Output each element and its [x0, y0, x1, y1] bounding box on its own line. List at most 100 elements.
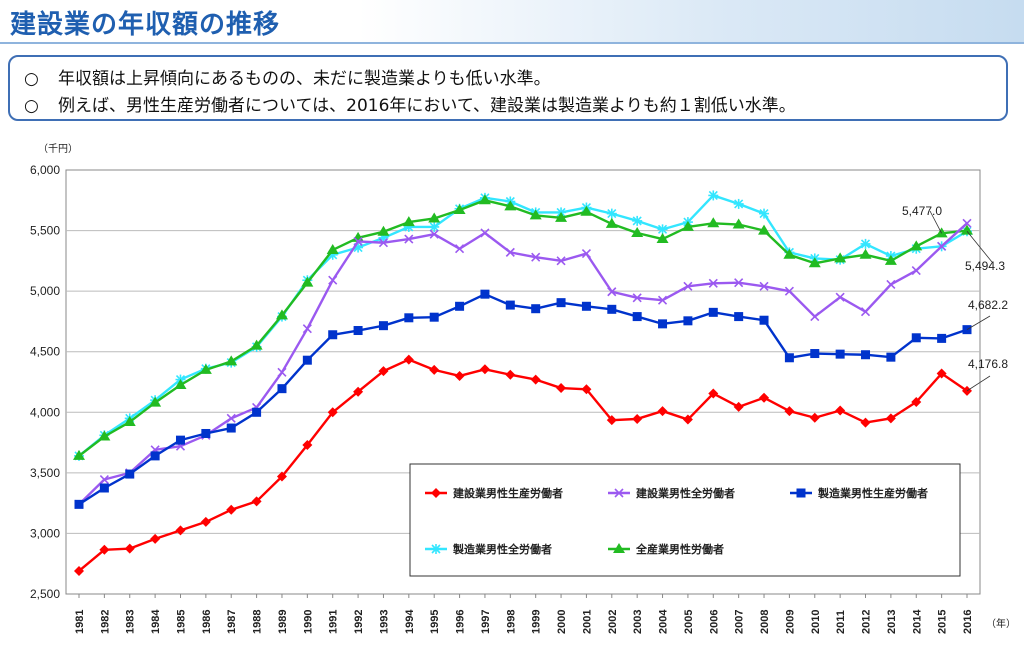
data-point [784, 406, 795, 417]
marker-stroke [480, 228, 490, 238]
series-1 [74, 354, 972, 576]
data-point [886, 352, 896, 362]
data-point [353, 386, 364, 397]
legend-label: 建設業男性生産労働者 [453, 486, 563, 500]
marker-stroke [581, 249, 591, 259]
data-point [251, 496, 262, 507]
data-point [99, 474, 109, 485]
annotation-label: 4,176.8 [968, 357, 1008, 371]
data-point [708, 278, 718, 288]
y-tick-label: 5,500 [30, 224, 60, 238]
marker-stroke [505, 247, 515, 257]
annotation-leader [966, 231, 993, 263]
data-point [682, 414, 693, 425]
data-point [607, 304, 617, 314]
data-point [834, 252, 847, 263]
data-point [759, 208, 770, 219]
x-tick-label: 2007 [734, 610, 746, 634]
data-point [226, 423, 236, 433]
x-tick-label: 1989 [277, 610, 289, 634]
marker-stroke [810, 312, 820, 322]
marker-stroke [886, 279, 896, 290]
x-tick-label: 2003 [632, 610, 644, 634]
marker-stroke [556, 256, 566, 266]
x-tick-label: 1987 [226, 610, 238, 634]
marker-stroke [531, 252, 541, 262]
data-point [201, 428, 211, 438]
data-point [607, 287, 617, 297]
marker-stroke [784, 286, 794, 296]
legend-box [409, 463, 961, 577]
data-point [860, 238, 871, 249]
data-point [683, 281, 693, 291]
x-tick-label: 1982 [99, 610, 111, 634]
data-point [937, 241, 947, 251]
data-point [759, 281, 769, 291]
summary-line-1: ○ 年収額は上昇傾向にあるものの、未だに製造業よりも低い水準。 [24, 64, 551, 89]
x-tick-label: 1984 [150, 609, 162, 634]
data-point [657, 406, 668, 417]
marker-stroke [657, 295, 668, 305]
annotation-label: 5,494.3 [965, 259, 1005, 273]
data-point [480, 289, 490, 299]
bullet-circle-icon: ○ [24, 69, 39, 89]
data-point [580, 205, 593, 216]
marker-stroke [860, 307, 871, 317]
data-point [683, 316, 693, 326]
x-tick-label: 2000 [556, 610, 568, 634]
data-point [681, 220, 694, 231]
data-point [556, 298, 566, 308]
x-tick-label: 1983 [125, 610, 137, 634]
data-point [605, 217, 618, 228]
marker-stroke [302, 324, 312, 334]
legend-swatch-marker [614, 488, 624, 498]
series-line [78, 222, 968, 506]
data-point [478, 194, 491, 205]
data-point [98, 430, 111, 441]
data-point [302, 439, 313, 450]
x-tick-label: 1999 [531, 610, 543, 634]
data-point [378, 321, 388, 331]
data-point [455, 301, 465, 311]
bullet-circle-icon: ○ [24, 96, 39, 116]
data-point [429, 229, 439, 239]
data-point [530, 374, 541, 385]
data-point [429, 364, 440, 375]
data-point [884, 254, 897, 265]
x-tick-label: 1992 [353, 610, 365, 634]
data-point [226, 504, 237, 515]
data-point [632, 293, 642, 303]
x-tick-label: 1994 [404, 609, 416, 634]
annotation-label: 4,682.2 [968, 298, 1008, 312]
y-tick-label: 5,000 [30, 284, 60, 298]
y-tick-label: 6,000 [30, 163, 60, 177]
marker-stroke [455, 244, 465, 254]
data-point [326, 243, 339, 254]
data-point [99, 483, 109, 493]
data-point [937, 333, 947, 343]
data-point [810, 312, 820, 322]
data-point [353, 236, 363, 247]
data-point [556, 383, 567, 394]
data-point [480, 228, 490, 238]
data-point [73, 449, 85, 460]
data-point [936, 368, 947, 379]
data-point [377, 225, 390, 236]
data-point [402, 216, 415, 227]
x-tick-label: 2001 [581, 610, 593, 634]
y-tick-label: 3,000 [30, 526, 60, 540]
data-point [708, 307, 718, 317]
marker-stroke [734, 278, 744, 288]
legend-label: 建設業男性全労働者 [636, 486, 735, 500]
legend-label: 製造業男性生産労働者 [817, 486, 928, 500]
data-point [403, 354, 414, 365]
data-point [758, 224, 771, 235]
x-tick-label: 2009 [784, 610, 796, 634]
summary-text-1: 年収額は上昇傾向にあるものの、未だに製造業よりも低い水準。 [58, 69, 551, 89]
legend-label: 全産業男性労働者 [635, 542, 724, 556]
data-point [632, 413, 643, 424]
series-3 [74, 289, 972, 509]
marker-stroke [759, 281, 769, 291]
data-point [861, 350, 871, 360]
